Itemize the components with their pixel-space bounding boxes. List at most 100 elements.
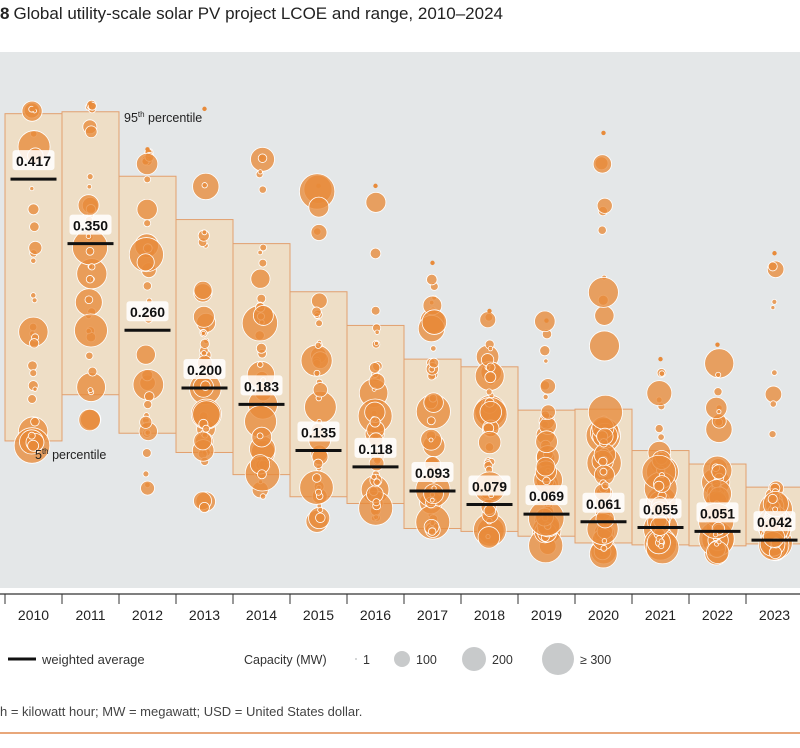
value-label-2021: 0.055 — [643, 502, 678, 518]
outlier-bubble-2011 — [88, 101, 93, 107]
project-bubble-2017 — [421, 309, 447, 335]
project-bubble-2014 — [257, 169, 263, 175]
project-bubble-2012 — [143, 219, 152, 228]
project-bubble-2017 — [423, 483, 444, 505]
project-bubble-2015 — [299, 470, 334, 505]
x-tick-label-2011: 2011 — [75, 607, 105, 623]
project-bubble-2011 — [86, 173, 94, 181]
project-bubble-2018 — [478, 430, 502, 455]
value-label-bg-2017 — [411, 461, 454, 482]
project-bubble-2013 — [193, 280, 213, 300]
project-bubble-2023 — [767, 493, 778, 504]
project-bubble-2020 — [600, 544, 608, 552]
project-bubble-2012 — [142, 470, 150, 478]
project-bubble-2021 — [658, 370, 666, 377]
project-bubble-2022 — [716, 539, 722, 545]
project-bubble-2017 — [429, 497, 435, 503]
project-bubble-2016 — [368, 455, 385, 472]
project-bubble-2017 — [428, 437, 434, 443]
project-bubble-2016 — [365, 191, 387, 213]
project-bubble-2011 — [85, 275, 95, 284]
figure-title: Global utility-scale solar PV project LC… — [13, 4, 503, 23]
project-bubble-2013 — [202, 424, 211, 433]
value-label-2017: 0.093 — [415, 465, 450, 481]
outlier-bubble-2020 — [601, 130, 606, 136]
project-bubble-2020 — [588, 276, 619, 308]
project-bubble-2010 — [28, 240, 43, 255]
project-bubble-2014 — [250, 268, 271, 289]
p95-annotation: 95th percentile — [124, 110, 202, 125]
project-bubble-2019 — [535, 430, 558, 454]
project-bubble-2021 — [653, 480, 665, 492]
project-bubble-2015 — [311, 292, 328, 310]
project-bubble-2018 — [485, 388, 493, 396]
value-label-2015: 0.135 — [301, 425, 336, 441]
legend-size-label-200: 200 — [492, 653, 513, 667]
legend-size-swatch-300 — [542, 643, 574, 675]
project-bubble-2014 — [256, 432, 264, 440]
project-bubble-2019 — [535, 456, 556, 477]
outlier-bubble-2023 — [772, 251, 777, 256]
project-bubble-2012 — [140, 480, 155, 496]
project-bubble-2017 — [423, 392, 444, 413]
project-bubble-2023 — [771, 298, 778, 305]
value-label-2020: 0.061 — [586, 496, 621, 512]
project-bubble-2010 — [27, 394, 37, 404]
project-bubble-2013 — [192, 305, 215, 328]
x-tick-label-2015: 2015 — [303, 607, 334, 623]
project-bubble-2015 — [313, 458, 324, 469]
project-bubble-2012 — [139, 415, 153, 429]
value-label-bg-2022 — [696, 502, 739, 523]
project-bubble-2016 — [369, 362, 381, 374]
project-bubble-2013 — [201, 182, 208, 189]
value-label-bg-2019 — [525, 485, 568, 506]
outlier-bubble-2019 — [544, 318, 549, 323]
bottom-divider — [0, 732, 800, 734]
project-bubble-2011 — [78, 408, 101, 432]
x-tick-label-2010: 2010 — [18, 607, 49, 623]
x-tick-label-2019: 2019 — [531, 607, 562, 623]
project-bubble-2016 — [369, 247, 382, 260]
outlier-bubble-2016 — [373, 183, 378, 189]
project-bubble-2010 — [27, 203, 40, 216]
legend-size-swatch-200 — [462, 647, 486, 671]
project-bubble-2019 — [542, 393, 549, 400]
project-bubble-2013 — [193, 431, 213, 451]
value-label-bg-2011 — [69, 214, 112, 235]
project-bubble-2016 — [373, 478, 381, 486]
project-bubble-2018 — [477, 526, 501, 549]
project-bubble-2016 — [370, 305, 381, 316]
project-bubble-2022 — [712, 531, 719, 538]
legend-size-label-100: 100 — [416, 653, 437, 667]
project-bubble-2011 — [77, 194, 100, 217]
project-bubble-2012 — [142, 281, 152, 291]
project-bubble-2012 — [136, 152, 159, 176]
project-bubble-2012 — [142, 448, 152, 458]
x-tick-label-2017: 2017 — [417, 607, 448, 623]
project-bubble-2020 — [596, 427, 614, 446]
legend-size-label-300: ≥ 300 — [580, 653, 611, 667]
project-bubble-2020 — [594, 305, 615, 326]
legend-size-swatch-100 — [394, 651, 410, 667]
legend-size-label-1: 1 — [363, 653, 370, 667]
project-bubble-2016 — [374, 329, 380, 335]
x-tick-label-2022: 2022 — [702, 607, 733, 623]
value-label-2014: 0.183 — [244, 378, 279, 394]
project-bubble-2011 — [86, 184, 93, 190]
project-bubble-2016 — [370, 473, 377, 480]
value-label-bg-2013 — [183, 358, 226, 379]
outlier-bubble-2010 — [31, 106, 36, 112]
outlier-bubble-2012 — [145, 147, 150, 152]
project-bubble-2011 — [76, 372, 106, 402]
project-bubble-2016 — [368, 373, 386, 390]
project-bubble-2015 — [314, 341, 322, 349]
x-tick-label-2021: 2021 — [645, 607, 676, 623]
project-bubble-2020 — [599, 467, 608, 476]
project-bubble-2022 — [704, 348, 735, 379]
project-bubble-2019 — [543, 358, 549, 364]
value-label-2019: 0.069 — [529, 488, 564, 504]
value-label-2023: 0.042 — [757, 514, 792, 530]
project-bubble-2021 — [646, 380, 673, 407]
project-bubble-2018 — [487, 345, 494, 352]
project-bubble-2015 — [308, 196, 330, 218]
